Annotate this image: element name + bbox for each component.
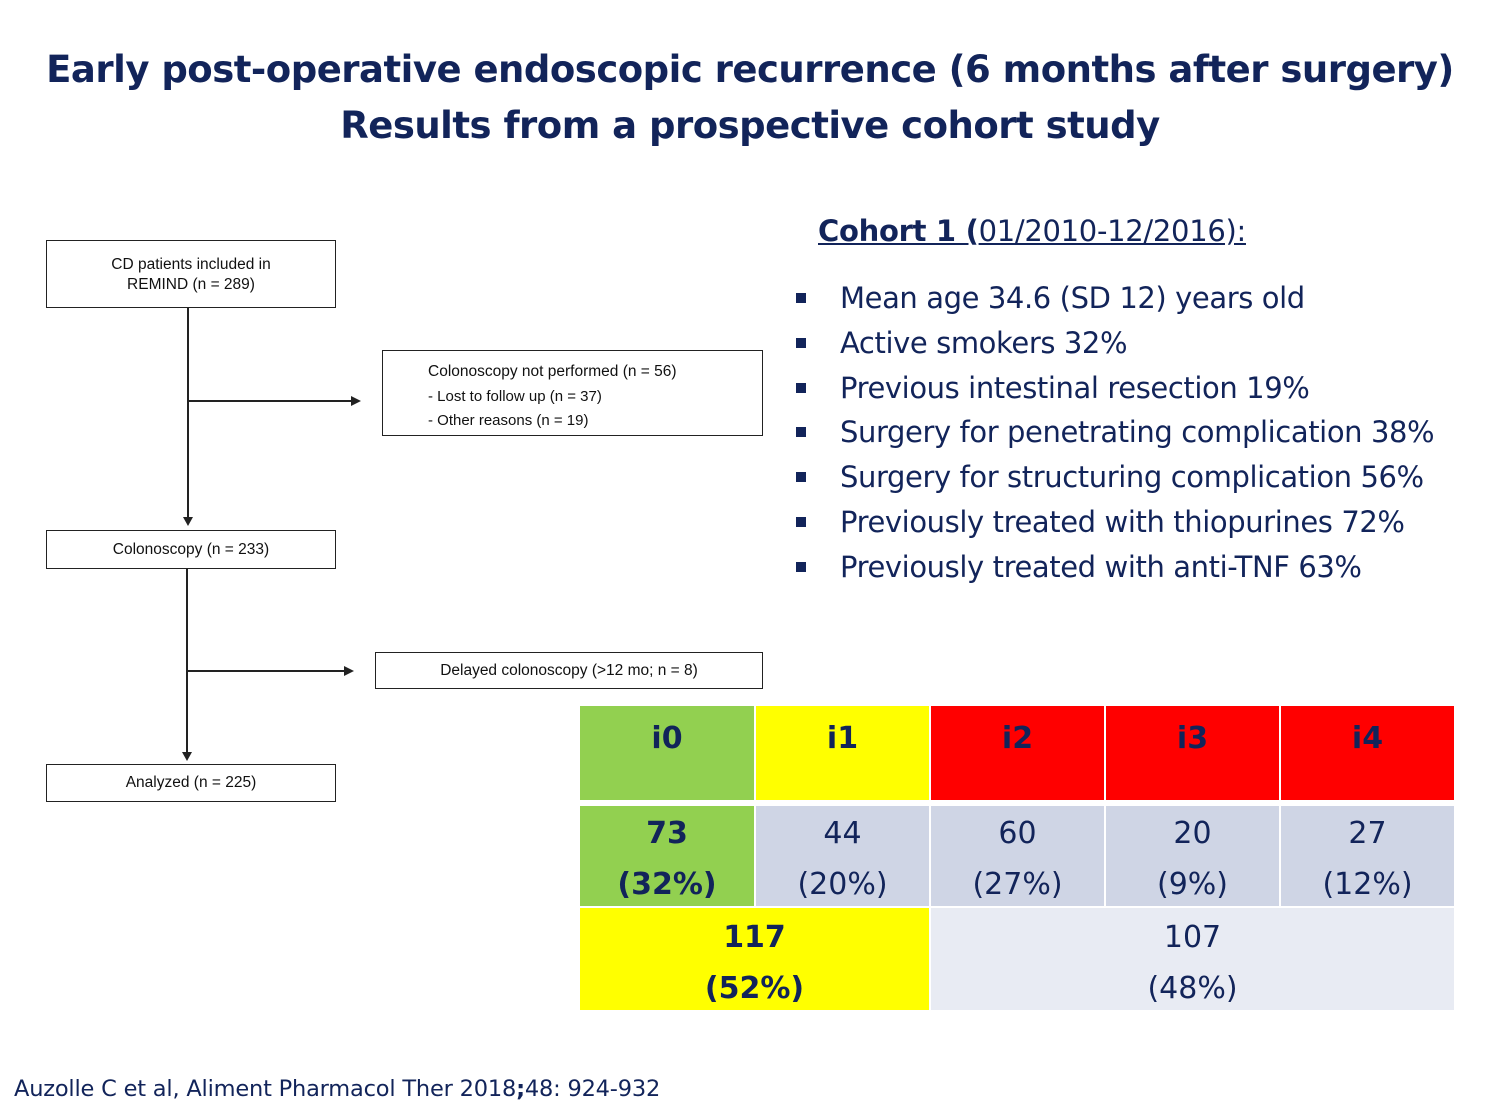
box-not-performed-line2: - Lost to follow up (n = 37) — [428, 387, 602, 405]
bullet-text: Active smokers 32% — [840, 325, 1128, 360]
cell-percent: (27%) — [972, 867, 1063, 902]
connector-branch-1 — [188, 400, 352, 402]
citation: Auzolle C et al, Aliment Pharmacol Ther … — [14, 1076, 660, 1102]
bullet-square-icon — [796, 472, 806, 483]
bullet-text: Surgery for structuring complication 56% — [840, 460, 1424, 495]
bullet-square-icon — [796, 337, 806, 348]
cohort-heading: Cohort 1 (01/2010-12/2016): — [818, 214, 1246, 248]
header-label: i2 — [1001, 721, 1034, 756]
bullet-square-icon — [796, 293, 806, 303]
cell-count: 73 — [646, 816, 688, 851]
list-item: Previously treated with thiopurines 72% — [796, 500, 1434, 545]
citation-pages: 48: 924-932 — [524, 1076, 661, 1102]
cell-count: 44 — [823, 816, 862, 851]
cell-percent: (32%) — [617, 867, 717, 902]
group-count: 107 — [1163, 920, 1222, 955]
group-cell-low: 117 (52%) — [580, 908, 929, 1010]
header-cell-i0: i0 — [580, 706, 754, 800]
header-cell-i3: i3 — [1106, 706, 1279, 800]
header-label: i0 — [651, 721, 683, 756]
box-delayed: Delayed colonoscopy (>12 mo; n = 8) — [375, 652, 763, 689]
box-included-line1: CD patients included in — [111, 256, 271, 273]
list-item: Active smokers 32% — [796, 321, 1434, 366]
group-count: 117 — [723, 920, 786, 955]
box-analyzed: Analyzed (n = 225) — [46, 764, 336, 802]
box-included-line2: REMIND (n = 289) — [127, 276, 255, 293]
data-cell-i3: 20 (9%) — [1106, 806, 1279, 906]
box-not-performed: Colonoscopy not performed (n = 56) - Los… — [382, 350, 763, 436]
cell-count: 20 — [1173, 816, 1212, 851]
bullet-square-icon — [796, 427, 806, 438]
slide-subtitle: Results from a prospective cohort study — [340, 104, 1160, 147]
header-cell-i2: i2 — [931, 706, 1104, 800]
cell-percent: (12%) — [1322, 867, 1413, 902]
cohort-bullet-list: Mean age 34.6 (SD 12) years old Active s… — [796, 276, 1435, 590]
bullet-text: Previous intestinal resection 19% — [840, 370, 1310, 405]
data-cell-i2: 60 (27%) — [931, 806, 1104, 906]
data-cell-i1: 44 (20%) — [756, 806, 929, 906]
group-percent: (52%) — [704, 971, 805, 1006]
header-label: i1 — [826, 721, 859, 756]
group-cell-high: 107 (48%) — [931, 908, 1454, 1010]
cohort-heading-bold: Cohort 1 ( — [818, 214, 979, 248]
list-item: Mean age 34.6 (SD 12) years old — [796, 276, 1434, 321]
box-delayed-label: Delayed colonoscopy (>12 mo; n = 8) — [440, 662, 698, 679]
header-label: i4 — [1351, 721, 1384, 756]
arrow-to-colonoscopy — [182, 517, 193, 526]
bullet-square-icon — [796, 561, 806, 572]
data-cell-i0: 73 (32%) — [580, 806, 754, 906]
arrow-to-not-performed — [351, 395, 361, 406]
group-percent: (48%) — [1147, 971, 1238, 1006]
cell-percent: (20%) — [797, 867, 888, 902]
list-item: Previous intestinal resection 19% — [796, 366, 1434, 411]
cohort-heading-dates: 01/2010-12/2016): — [978, 214, 1247, 248]
header-cell-i4: i4 — [1281, 706, 1454, 800]
header-label: i3 — [1176, 721, 1209, 756]
box-included: CD patients included in REMIND (n = 289) — [46, 240, 336, 308]
bullet-text: Previously treated with thiopurines 72% — [840, 504, 1405, 539]
cell-count: 60 — [998, 816, 1037, 851]
data-cell-i4: 27 (12%) — [1281, 806, 1454, 906]
header-cell-i1: i1 — [756, 706, 929, 800]
box-not-performed-line1: Colonoscopy not performed (n = 56) — [428, 363, 677, 380]
bullet-text: Surgery for penetrating complication 38% — [840, 415, 1435, 450]
slide-title: Early post-operative endoscopic recurren… — [46, 48, 1454, 91]
arrow-to-delayed — [344, 665, 354, 676]
arrow-to-analyzed — [181, 752, 192, 761]
box-colonoscopy-label: Colonoscopy (n = 233) — [112, 541, 270, 558]
connector-branch-2 — [187, 670, 345, 672]
box-analyzed-label: Analyzed (n = 225) — [125, 774, 257, 791]
bullet-text: Previously treated with anti-TNF 63% — [840, 549, 1362, 584]
box-not-performed-line3: - Other reasons (n = 19) — [428, 412, 589, 429]
citation-main: Auzolle C et al, Aliment Pharmacol Ther … — [14, 1076, 517, 1102]
connector-main-1 — [187, 308, 189, 518]
bullet-square-icon — [796, 382, 806, 393]
cell-count: 27 — [1348, 816, 1387, 851]
list-item: Surgery for structuring complication 56% — [796, 455, 1434, 500]
list-item: Previously treated with anti-TNF 63% — [796, 545, 1434, 590]
bullet-text: Mean age 34.6 (SD 12) years old — [840, 281, 1305, 315]
box-colonoscopy: Colonoscopy (n = 233) — [46, 530, 336, 569]
connector-main-2 — [186, 569, 188, 753]
list-item: Surgery for penetrating complication 38% — [796, 410, 1435, 455]
citation-separator: ; — [516, 1076, 525, 1102]
cell-percent: (9%) — [1156, 867, 1228, 902]
bullet-square-icon — [796, 516, 806, 527]
